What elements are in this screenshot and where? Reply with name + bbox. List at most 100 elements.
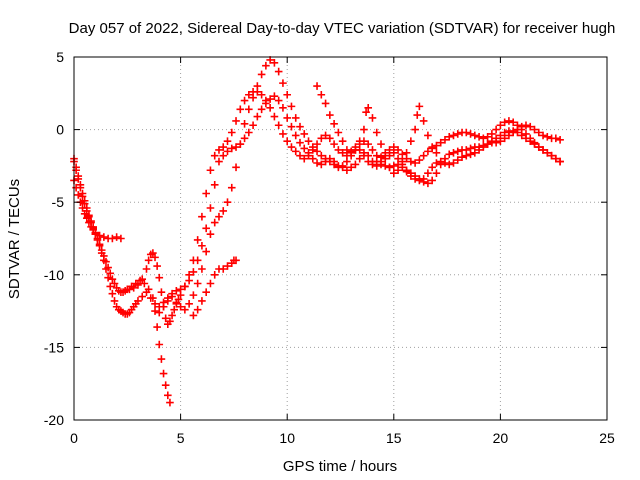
- data-point: [360, 151, 368, 160]
- data-point: [296, 138, 304, 147]
- data-point: [526, 122, 535, 131]
- data-point: [488, 130, 496, 138]
- data-point: [108, 275, 117, 283]
- data-point: [110, 297, 119, 305]
- data-point: [151, 253, 159, 262]
- data-point: [257, 70, 266, 79]
- data-point: [279, 104, 287, 112]
- data-point: [257, 105, 266, 114]
- data-point: [432, 159, 441, 167]
- data-series: [125, 88, 564, 328]
- data-point: [185, 300, 193, 308]
- data-point: [462, 151, 471, 160]
- data-point: [104, 273, 112, 282]
- data-point: [210, 271, 219, 279]
- data-point: [185, 276, 193, 285]
- data-point: [240, 134, 249, 143]
- data-point: [513, 121, 522, 130]
- data-point: [274, 67, 283, 76]
- data-point: [176, 302, 185, 311]
- data-point: [517, 131, 526, 140]
- data-point: [326, 157, 334, 166]
- x-tick-label: 25: [599, 430, 615, 446]
- data-point: [475, 146, 483, 154]
- data-point: [223, 137, 232, 146]
- data-point: [166, 398, 174, 407]
- data-point: [347, 149, 355, 157]
- data-point: [82, 214, 91, 222]
- data-point: [262, 61, 270, 70]
- data-point: [106, 269, 115, 278]
- data-point: [343, 157, 351, 166]
- data-point: [539, 131, 547, 140]
- data-point: [219, 143, 228, 151]
- grid: [74, 57, 607, 420]
- data-point: [308, 143, 317, 151]
- data-point: [168, 292, 176, 301]
- data-point: [458, 153, 466, 161]
- data-point: [424, 147, 432, 156]
- data-point: [321, 99, 330, 108]
- data-point: [462, 128, 471, 137]
- data-point: [140, 279, 149, 288]
- data-point: [343, 146, 351, 154]
- data-point: [347, 163, 355, 172]
- data-point: [155, 340, 164, 349]
- y-tick-label: 0: [56, 122, 64, 138]
- data-point: [509, 118, 517, 127]
- data-point: [227, 183, 236, 192]
- data-point: [526, 137, 535, 146]
- data-point: [500, 128, 509, 137]
- data-point: [330, 119, 338, 128]
- data-point: [232, 143, 240, 151]
- data-point: [151, 307, 159, 315]
- data-point: [245, 90, 253, 99]
- axis-ticks: 0 5 10 15 20 25 -20 -15 -10 -5 0 5: [44, 49, 615, 446]
- data-point: [453, 130, 462, 138]
- data-point: [355, 137, 364, 146]
- data-point: [91, 228, 100, 237]
- data-point: [308, 154, 317, 163]
- data-point: [385, 163, 394, 172]
- data-point: [151, 300, 159, 308]
- data-point: [552, 134, 560, 143]
- data-point: [338, 137, 347, 146]
- data-point: [95, 240, 104, 249]
- data-point: [74, 191, 83, 199]
- data-point: [402, 154, 411, 163]
- data-point: [436, 138, 445, 147]
- data-point: [287, 102, 296, 111]
- data-point: [210, 180, 219, 189]
- data-point: [428, 143, 436, 151]
- data-point: [210, 218, 219, 227]
- data-point: [415, 176, 424, 185]
- data-point: [364, 157, 373, 166]
- data-point: [394, 154, 402, 163]
- data-point: [317, 151, 326, 160]
- data-point: [355, 154, 364, 163]
- data-point: [74, 172, 83, 180]
- x-axis-label: GPS time / hours: [283, 458, 397, 475]
- data-point: [227, 128, 236, 137]
- data-point: [398, 163, 407, 172]
- data-point: [110, 279, 119, 288]
- data-point: [189, 268, 198, 276]
- data-point: [496, 137, 505, 146]
- data-point: [232, 117, 240, 125]
- data-point: [466, 150, 475, 159]
- data-point: [496, 131, 505, 140]
- data-point: [313, 147, 321, 156]
- data-point: [432, 169, 441, 177]
- data-point: [97, 246, 106, 254]
- data-point: [291, 147, 300, 156]
- data-point: [402, 167, 411, 176]
- data-point: [279, 130, 287, 138]
- data-point: [411, 159, 419, 167]
- data-point: [274, 96, 283, 105]
- data-point: [419, 175, 428, 183]
- data-point: [279, 79, 287, 87]
- data-point: [413, 111, 422, 119]
- data-point: [334, 146, 343, 154]
- data-point: [419, 151, 428, 160]
- data-point: [85, 218, 93, 227]
